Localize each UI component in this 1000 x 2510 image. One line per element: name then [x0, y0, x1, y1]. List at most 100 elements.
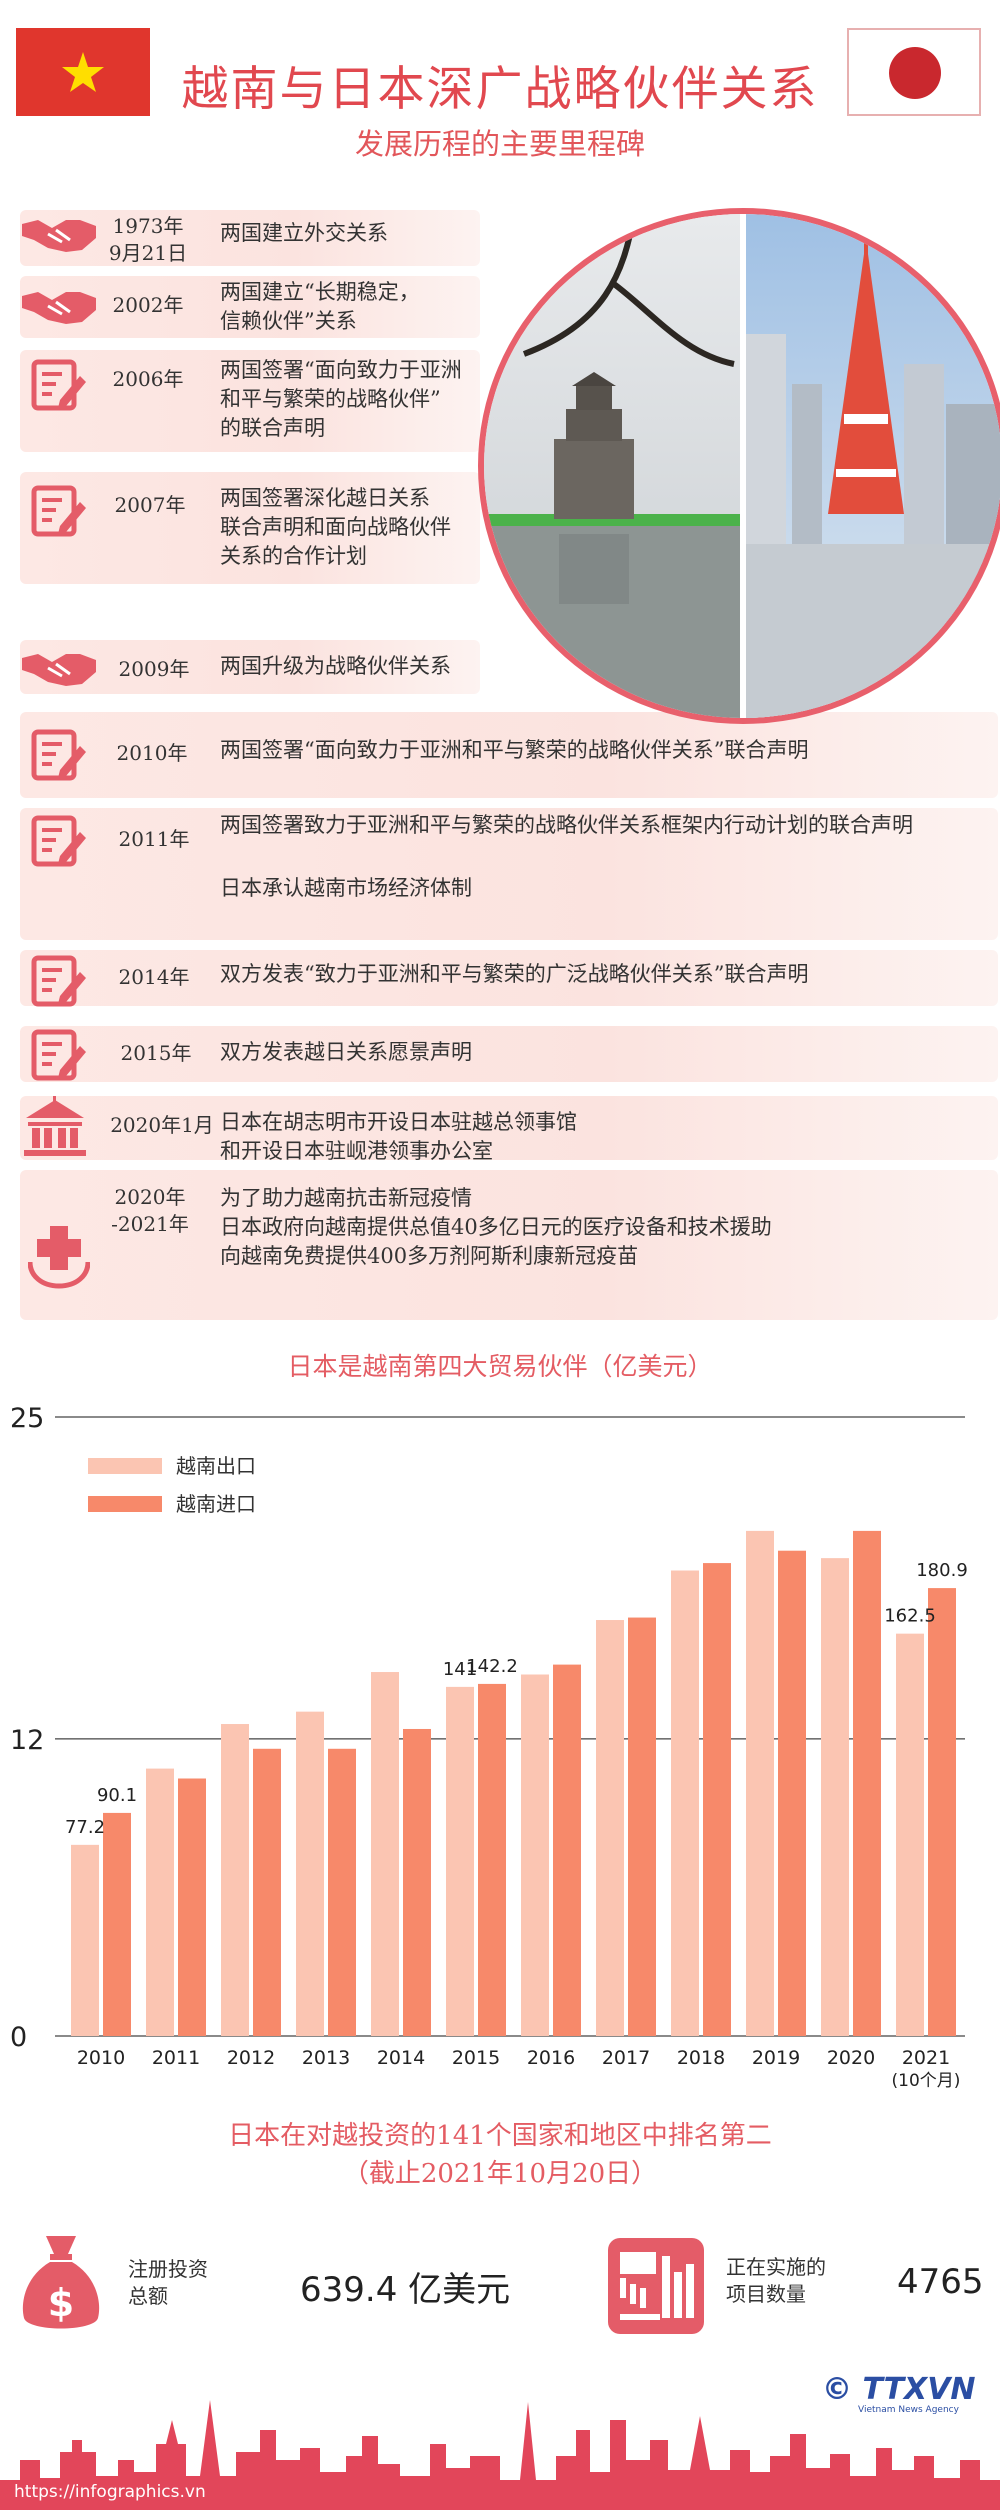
japan-flag: [847, 28, 981, 116]
medical-aid-icon: [27, 1222, 91, 1294]
legend-swatch: [88, 1458, 162, 1474]
x-tick-label: 2010: [77, 2047, 125, 2069]
bar: [253, 1748, 281, 2036]
bar: [178, 1778, 206, 2036]
milestone-text: 两国签署“面向致力于亚洲和平与繁荣的战略伙伴关系”联合声明: [220, 738, 809, 762]
document-sign-icon: [30, 954, 88, 1012]
bar: [521, 1674, 549, 2036]
row-background: [20, 950, 998, 1006]
bar: [296, 1711, 324, 2036]
row-background: [20, 210, 480, 266]
x-tick-label: 2018: [677, 2047, 725, 2069]
bar: [628, 1617, 656, 2036]
bar: [371, 1672, 399, 2036]
document-sign-icon: [30, 814, 88, 872]
bar: [778, 1550, 806, 2036]
bar: [478, 1683, 506, 2036]
x-tick-label: 2013: [302, 2047, 350, 2069]
milestone-year: 2010年: [116, 741, 188, 765]
milestone-year: 2002年: [112, 293, 184, 317]
money-bag-icon: $: [18, 2232, 104, 2340]
row-background: [20, 350, 480, 452]
milestone-text: 双方发表越日关系愿景声明: [220, 1040, 472, 1064]
bar: [596, 1620, 624, 2036]
x-tick-label: 2014: [377, 2047, 425, 2069]
bar: [703, 1563, 731, 2036]
x-tick-label: 2019: [752, 2047, 800, 2069]
active-projects-value: 4765: [897, 2262, 984, 2302]
data-label: 142.2: [466, 1656, 518, 1677]
milestone-year: 2020年 -2021年: [111, 1185, 189, 1236]
x-tick-label: 2011: [152, 2047, 200, 2069]
milestone-text: 两国建立外交关系: [220, 221, 388, 245]
milestone-text: 两国签署“面向致力于亚洲 和平与繁荣的战略伙伴” 的联合声明: [220, 358, 462, 440]
x-tick-label: 2015: [452, 2047, 500, 2069]
page-title: 越南与日本深广战略伙伴关系: [181, 62, 819, 117]
milestone-text: 日本在胡志明市开设日本驻越总领事馆 和开设日本驻岘港领事办公室: [220, 1110, 577, 1163]
star-icon: [62, 52, 104, 92]
handshake-icon: [18, 284, 100, 334]
x-tick-label: 2016: [527, 2047, 575, 2069]
investment-ranking-title: 日本在对越投资的141个国家和地区中排名第二 （截止2021年10月20日）: [228, 2121, 772, 2189]
milestone-year: 2011年: [118, 827, 190, 851]
bar: [671, 1570, 699, 2036]
row-background: [20, 276, 480, 338]
legend-label: 越南进口: [176, 1492, 256, 1516]
y-tick-label: 0: [10, 2022, 27, 2053]
data-label: 77.2: [65, 1817, 105, 1838]
bar: [853, 1530, 881, 2036]
consulate-building-icon: [22, 1096, 88, 1162]
x-tick-label: 2020: [827, 2047, 875, 2069]
milestone-text: 为了助力越南抗击新冠疫情 日本政府向越南提供总值40多亿日元的医疗设备和技术援助…: [220, 1186, 772, 1268]
bar: [896, 1633, 924, 2036]
row-background: [20, 712, 998, 798]
legend-swatch: [88, 1496, 162, 1512]
footer-url[interactable]: https://infographics.vn: [14, 2482, 206, 2502]
bar: [221, 1724, 249, 2036]
milestone-year: 2006年: [112, 367, 184, 391]
legend-label: 越南出口: [176, 1454, 256, 1478]
document-sign-icon: [30, 358, 88, 416]
page-subtitle: 发展历程的主要里程碑: [354, 127, 645, 161]
vietnam-flag: [16, 28, 150, 116]
row-background: [20, 640, 480, 694]
x-tick-label: 2017: [602, 2047, 650, 2069]
bar: [403, 1728, 431, 2036]
bar: [71, 1844, 99, 2036]
x-tick-label: 2012: [227, 2047, 275, 2069]
handshake-icon: [18, 212, 100, 262]
row-background: [20, 1026, 998, 1082]
active-projects-label: 正在实施的 项目数量: [726, 2255, 826, 2306]
bar: [746, 1530, 774, 2036]
row-background: [20, 1096, 998, 1160]
data-label: 90.1: [97, 1785, 137, 1806]
data-label: 141: [443, 1659, 477, 1680]
x-tick-label: (10个月): [892, 2071, 961, 2091]
skyline-footer: [0, 2400, 1000, 2510]
hanoi-tokyo-photo: [478, 208, 1000, 724]
milestone-text: 两国升级为战略伙伴关系: [220, 654, 451, 678]
bar: [446, 1686, 474, 2036]
milestone-year: 2007年: [114, 493, 186, 517]
row-background: [20, 472, 480, 584]
x-tick-label: 2021: [902, 2047, 950, 2069]
project-chart-icon: [608, 2238, 704, 2338]
milestone-text: 双方发表“致力于亚洲和平与繁荣的广泛战略伙伴关系”联合声明: [220, 962, 809, 986]
y-tick-label: 25: [10, 1403, 44, 1434]
ttxvn-logo-subtitle: Vietnam News Agency: [858, 2405, 959, 2415]
bar: [928, 1588, 956, 2036]
milestone-year: 1973年 9月21日: [108, 214, 188, 265]
registered-investment-label: 注册投资 总额: [128, 2257, 208, 2308]
milestone-text: 两国建立“长期稳定， 信赖伙伴”关系: [220, 280, 420, 333]
milestone-text: 两国签署致力于亚洲和平与繁荣的战略伙伴关系框架内行动计划的联合声明 日本承认越南…: [220, 813, 913, 900]
milestone-year: 2020年1月: [110, 1113, 214, 1137]
milestone-text: 两国签署深化越日关系 联合声明和面向战略伙伴 关系的合作计划: [220, 486, 451, 568]
milestone-year: 2009年: [118, 657, 190, 681]
document-sign-icon: [30, 1028, 88, 1086]
bar: [553, 1664, 581, 2036]
y-tick-label: 12: [10, 1725, 44, 1756]
chart-title: 日本是越南第四大贸易伙伴（亿美元）: [287, 1352, 713, 1381]
bar: [103, 1812, 131, 2036]
row-background: [20, 1170, 998, 1320]
